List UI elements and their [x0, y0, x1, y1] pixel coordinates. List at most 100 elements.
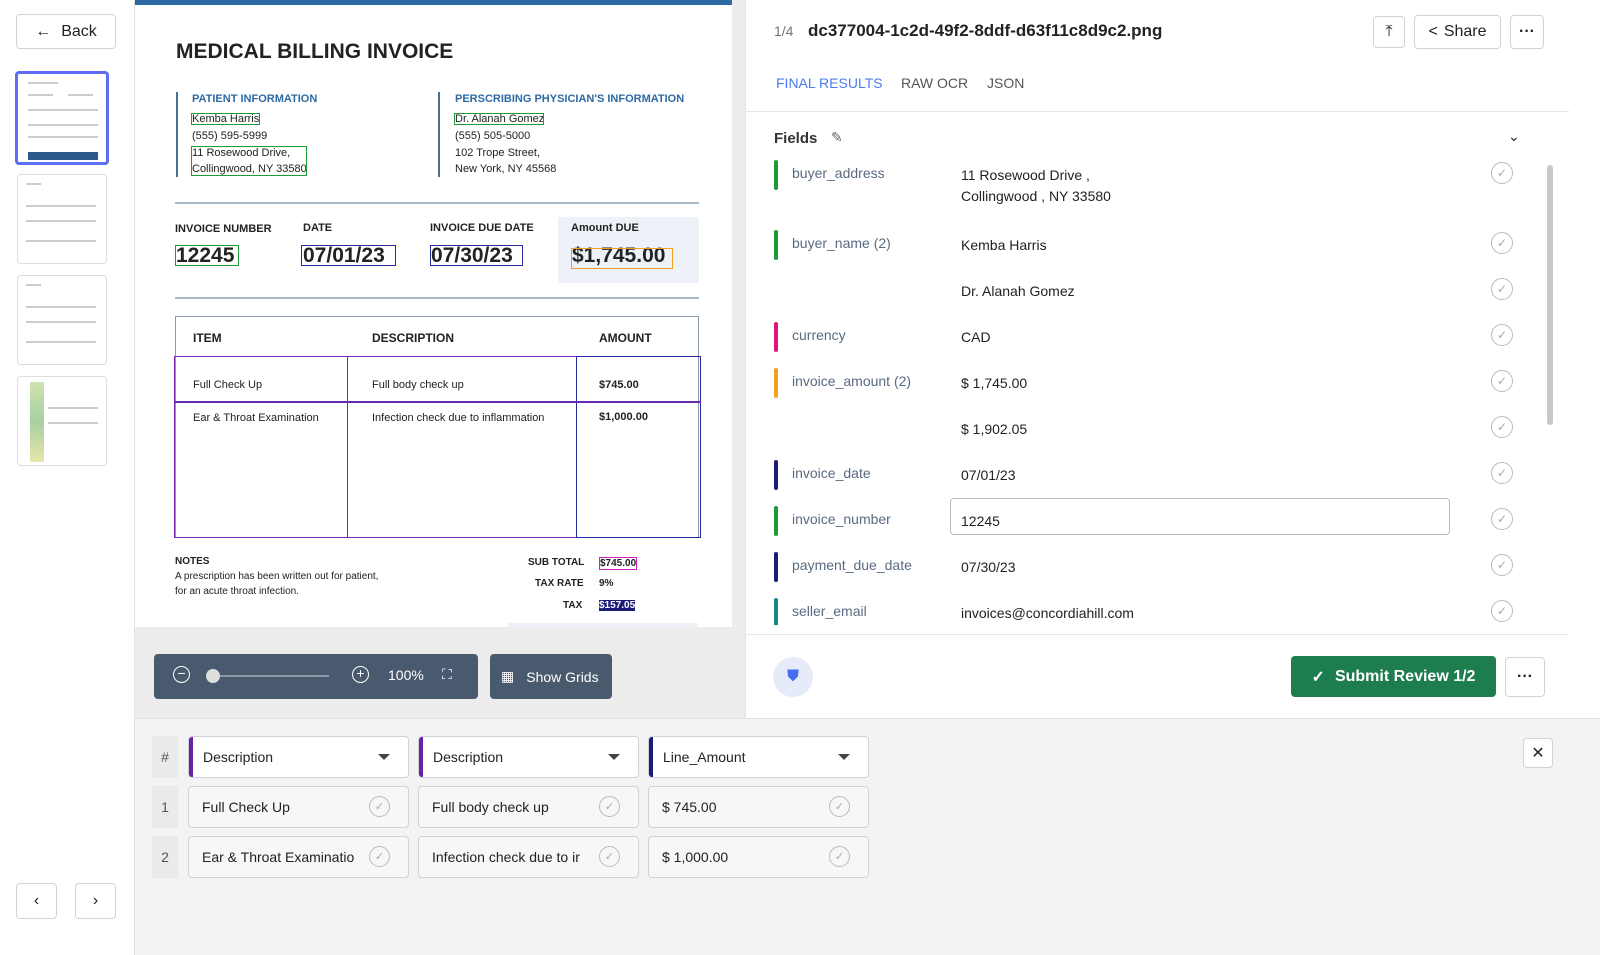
invoice-date: 07/01/23 [303, 244, 385, 267]
close-panel-button[interactable]: ✕ [1523, 738, 1553, 768]
tab-json[interactable]: JSON [987, 75, 1025, 91]
field-color-bar [774, 598, 778, 625]
next-page-button[interactable]: › [75, 883, 116, 919]
field-row: invoice_amount (2) $ 1,745.00 ✓ [774, 368, 1534, 408]
shield-check-icon[interactable]: ⛊ [773, 657, 813, 697]
line-item-cell[interactable]: $ 745.00 ✓ [648, 786, 869, 828]
show-grids-button[interactable]: ▦ Show Grids [490, 654, 612, 699]
due-date: 07/30/23 [431, 244, 513, 267]
submit-review-button[interactable]: ✓ Submit Review 1/2 [1291, 656, 1496, 697]
field-name: invoice_amount (2) [792, 373, 912, 389]
zoom-out-icon[interactable]: − [173, 666, 190, 683]
field-name: invoice_number [792, 511, 891, 527]
page-thumbnail-3[interactable] [17, 275, 107, 365]
chevron-right-icon: › [92, 892, 99, 909]
row2-description: Infection check due to inflammation [372, 412, 545, 424]
check-circle-icon[interactable]: ✓ [369, 796, 390, 817]
field-value[interactable]: 07/30/23 [961, 559, 1016, 575]
amount-due: $1,745.00 [572, 244, 666, 267]
check-circle-icon[interactable]: ✓ [1491, 232, 1513, 254]
zoom-slider-handle[interactable] [206, 669, 220, 683]
caret-down-icon [838, 754, 850, 760]
check-circle-icon[interactable]: ✓ [1491, 416, 1513, 438]
fields-heading: Fields [774, 130, 818, 147]
field-value[interactable]: Dr. Alanah Gomez [961, 283, 1075, 299]
field-row: buyer_address 11 Rosewood Drive , Collingw… [774, 160, 1534, 204]
check-circle-icon[interactable]: ✓ [1491, 370, 1513, 392]
check-circle-icon[interactable]: ✓ [369, 846, 390, 867]
field-row: invoice_number 12245 ✓ [774, 498, 1534, 546]
checkmark-icon: ✓ [1311, 668, 1325, 686]
field-color-bar [774, 322, 778, 352]
amount-due-label: Amount DUE [571, 222, 639, 234]
field-value-input[interactable]: 12245 [961, 513, 1000, 529]
field-name: invoice_date [792, 465, 871, 481]
line-item-cell[interactable]: Ear & Throat Examinatio ✓ [188, 836, 409, 878]
edit-pencil-icon[interactable]: ✎ [831, 129, 843, 145]
check-circle-icon[interactable]: ✓ [1491, 508, 1513, 530]
chevron-down-icon[interactable]: ⌄ [1508, 128, 1520, 144]
physician-name: Dr. Alanah Gomez [455, 113, 545, 125]
page-thumbnail-1[interactable] [15, 71, 109, 165]
page-thumbnail-4[interactable] [17, 376, 107, 466]
field-value[interactable]: $ 1,902.05 [961, 421, 1028, 437]
column-select[interactable]: Description [418, 736, 639, 778]
column-select[interactable]: Description [188, 736, 409, 778]
table-header-amount: AMOUNT [599, 331, 652, 345]
close-icon: ✕ [1531, 745, 1545, 762]
check-circle-icon[interactable]: ✓ [599, 846, 620, 867]
row-number: 1 [152, 786, 178, 828]
field-value[interactable]: CAD [961, 329, 991, 345]
check-circle-icon[interactable]: ✓ [599, 796, 620, 817]
patient-phone: (555) 595-5999 [192, 130, 268, 142]
field-value[interactable]: $ 1,745.00 [961, 375, 1028, 391]
check-circle-icon[interactable]: ✓ [1491, 162, 1513, 184]
check-circle-icon[interactable]: ✓ [829, 846, 850, 867]
field-name: buyer_name (2) [792, 235, 891, 251]
field-row: seller_email invoices@concordiahill.com ✓ [774, 598, 1534, 625]
check-circle-icon[interactable]: ✓ [1491, 554, 1513, 576]
line-item-cell[interactable]: Full Check Up ✓ [188, 786, 409, 828]
export-button[interactable]: ⤒ [1373, 16, 1405, 48]
scrollbar[interactable] [1547, 165, 1553, 425]
check-circle-icon[interactable]: ✓ [1491, 324, 1513, 346]
physician-address-line1: 102 Trope Street, [455, 147, 540, 159]
fields-list: buyer_address 11 Rosewood Drive , Collingw… [746, 160, 1551, 625]
page-sidebar: ← Back ‹ › [0, 0, 135, 955]
share-button[interactable]: < Share [1414, 15, 1501, 49]
more-options-button[interactable]: ··· [1510, 15, 1544, 49]
physician-address-line2: New York, NY 45568 [455, 163, 557, 175]
field-name: currency [792, 327, 846, 343]
field-value[interactable]: 11 Rosewood Drive , Collingwood , NY 3358… [961, 167, 1111, 204]
patient-header: PATIENT INFORMATION [192, 93, 318, 105]
tab-raw-ocr[interactable]: RAW OCR [901, 75, 969, 91]
field-value[interactable]: 07/01/23 [961, 467, 1016, 483]
check-circle-icon[interactable]: ✓ [1491, 278, 1513, 300]
field-value[interactable]: Kemba Harris [961, 237, 1047, 253]
line-item-cell[interactable]: $ 1,000.00 ✓ [648, 836, 869, 878]
page-thumbnail-2[interactable] [17, 174, 107, 264]
line-item-cell[interactable]: Infection check due to ir ✓ [418, 836, 639, 878]
date-label: DATE [303, 222, 333, 234]
field-color-bar [774, 160, 778, 190]
patient-address-line1: 11 Rosewood Drive, [192, 147, 291, 159]
prev-page-button[interactable]: ‹ [16, 883, 57, 919]
field-color-bar [774, 552, 778, 582]
field-name: payment_due_date [792, 557, 912, 573]
column-select[interactable]: Line_Amount [648, 736, 869, 778]
line-item-cell[interactable]: Full body check up ✓ [418, 786, 639, 828]
submit-more-button[interactable]: ··· [1505, 657, 1545, 697]
zoom-slider[interactable] [209, 675, 329, 677]
back-button[interactable]: ← Back [16, 14, 116, 49]
zoom-in-icon[interactable]: + [352, 666, 369, 683]
field-color-bar [774, 460, 778, 490]
tab-final-results[interactable]: FINAL RESULTS [776, 75, 883, 91]
check-circle-icon[interactable]: ✓ [829, 796, 850, 817]
field-value[interactable]: invoices@concordiahill.com [961, 605, 1134, 621]
caret-down-icon [608, 754, 620, 760]
taxrate: 9% [599, 578, 614, 589]
invoice-number: 12245 [176, 244, 235, 267]
check-circle-icon[interactable]: ✓ [1491, 462, 1513, 484]
fullscreen-icon[interactable]: ⛶ [442, 666, 452, 682]
check-circle-icon[interactable]: ✓ [1491, 600, 1513, 622]
